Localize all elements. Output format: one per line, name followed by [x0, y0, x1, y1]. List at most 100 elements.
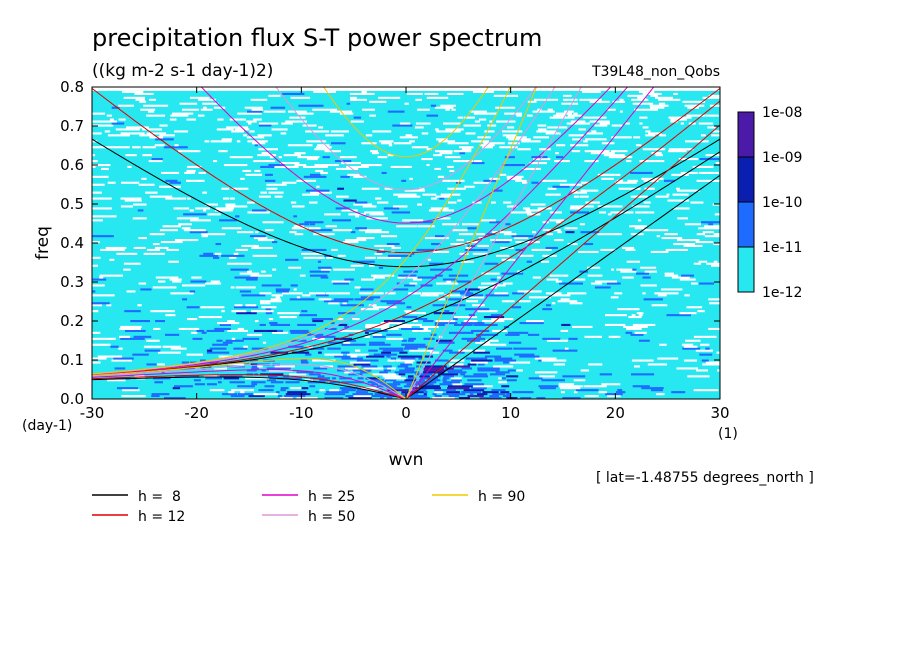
spectrum-cell: [242, 169, 252, 172]
spectrum-cell: [119, 327, 141, 330]
spectrum-cell: [471, 329, 490, 332]
spectrum-cell: [430, 333, 437, 336]
spectrum-cell: [92, 164, 111, 167]
spectrum-cell: [507, 331, 529, 334]
x-axis-label: wvn: [389, 450, 424, 470]
spectrum-cell: [348, 373, 363, 376]
spectrum-cell: [268, 375, 278, 378]
spectrum-cell: [432, 375, 441, 378]
spectrum-cell: [289, 329, 309, 332]
spectrum-cell: [449, 351, 465, 354]
spectrum-cell: [372, 306, 397, 309]
spectrum-cell: [583, 140, 588, 143]
spectrum-cell: [354, 298, 374, 301]
spectrum-cell: [422, 367, 445, 370]
spectrum-cell: [186, 165, 202, 168]
spectrum-cell: [181, 227, 191, 230]
spectrum-cell: [541, 359, 567, 362]
spectrum-cell: [315, 294, 329, 297]
spectrum-cell: [451, 377, 462, 380]
spectrum-cell: [344, 339, 357, 342]
spectrum-cell: [580, 189, 599, 192]
spectrum-cell: [133, 246, 146, 249]
spectrum-cell: [344, 325, 349, 328]
curve-mrg-eig: [92, 87, 511, 375]
spectrum-cell: [461, 337, 486, 340]
spectrum-cell: [569, 207, 582, 210]
spectrum-cell: [445, 108, 450, 111]
spectrum-cell: [426, 96, 449, 99]
spectrum-cell: [120, 132, 145, 135]
spectrum-cell: [390, 165, 412, 168]
power-spectrum-field: [92, 90, 720, 399]
spectrum-cell: [268, 94, 281, 97]
spectrum-cell: [664, 272, 674, 275]
spectrum-cell: [225, 361, 250, 364]
spectrum-cell: [297, 323, 317, 326]
spectrum-cell: [219, 375, 243, 378]
spectrum-cell: [350, 98, 367, 101]
spectrum-cell: [573, 379, 586, 382]
spectrum-cell: [361, 164, 382, 167]
spectrum-cell: [432, 304, 448, 307]
spectrum-cell: [546, 304, 551, 307]
spectrum-cell: [630, 333, 644, 336]
spectrum-cell: [484, 262, 499, 265]
spectrum-cell: [417, 203, 422, 206]
spectrum-cell: [369, 343, 391, 346]
spectrum-cell: [379, 248, 384, 251]
spectrum-cell: [708, 327, 720, 330]
spectrum-cell: [262, 221, 284, 224]
spectrum-cell: [631, 314, 636, 317]
spectrum-cell: [594, 124, 608, 127]
spectrum-cell: [506, 397, 518, 399]
spectrum-cell: [409, 349, 434, 352]
spectrum-cell: [402, 219, 424, 222]
spectrum-cell: [501, 385, 510, 388]
spectrum-cell: [496, 120, 516, 123]
spectrum-cell: [527, 213, 541, 216]
spectrum-cell: [304, 221, 324, 224]
spectrum-cell: [353, 203, 373, 206]
spectrum-cell: [507, 177, 522, 180]
spectrum-cell: [589, 120, 610, 123]
spectrum-cell: [123, 96, 145, 99]
spectrum-cell: [409, 252, 415, 255]
spectrum-cell: [246, 120, 257, 123]
spectrum-cell: [190, 219, 211, 222]
spectrum-cell: [132, 146, 141, 149]
spectrum-cell: [365, 231, 389, 234]
spectrum-cell: [350, 355, 358, 358]
spectrum-cell: [716, 351, 720, 354]
spectrum-cell: [364, 256, 376, 259]
spectrum-cell: [92, 215, 117, 218]
spectrum-cell: [495, 106, 516, 109]
spectrum-cell: [570, 144, 589, 147]
spectrum-cell: [278, 329, 283, 332]
spectrum-cell: [493, 284, 506, 287]
spectrum-cell: [535, 371, 558, 374]
y-tick-label: 0.5: [60, 195, 84, 213]
spectrum-cell: [603, 154, 625, 157]
spectrum-cell: [552, 349, 578, 352]
spectrum-cell: [705, 347, 710, 350]
spectrum-cell: [143, 104, 169, 107]
spectrum-cell: [159, 134, 175, 137]
spectrum-cell: [417, 108, 430, 111]
spectrum-cell: [334, 337, 352, 340]
spectrum-cell: [200, 108, 213, 111]
spectrum-cell: [151, 395, 160, 398]
spectrum-cell: [545, 246, 558, 249]
spectrum-cell: [477, 310, 498, 313]
spectrum-cell: [526, 114, 533, 117]
spectrum-cell: [679, 312, 697, 315]
spectrum-cell: [600, 248, 616, 251]
spectrum-cell: [365, 377, 380, 380]
spectrum-cell: [262, 341, 267, 344]
spectrum-cell: [542, 179, 567, 182]
spectrum-cell: [346, 102, 351, 105]
spectrum-cell: [489, 177, 500, 180]
spectrum-cell: [310, 274, 328, 277]
spectrum-cell: [507, 142, 520, 145]
